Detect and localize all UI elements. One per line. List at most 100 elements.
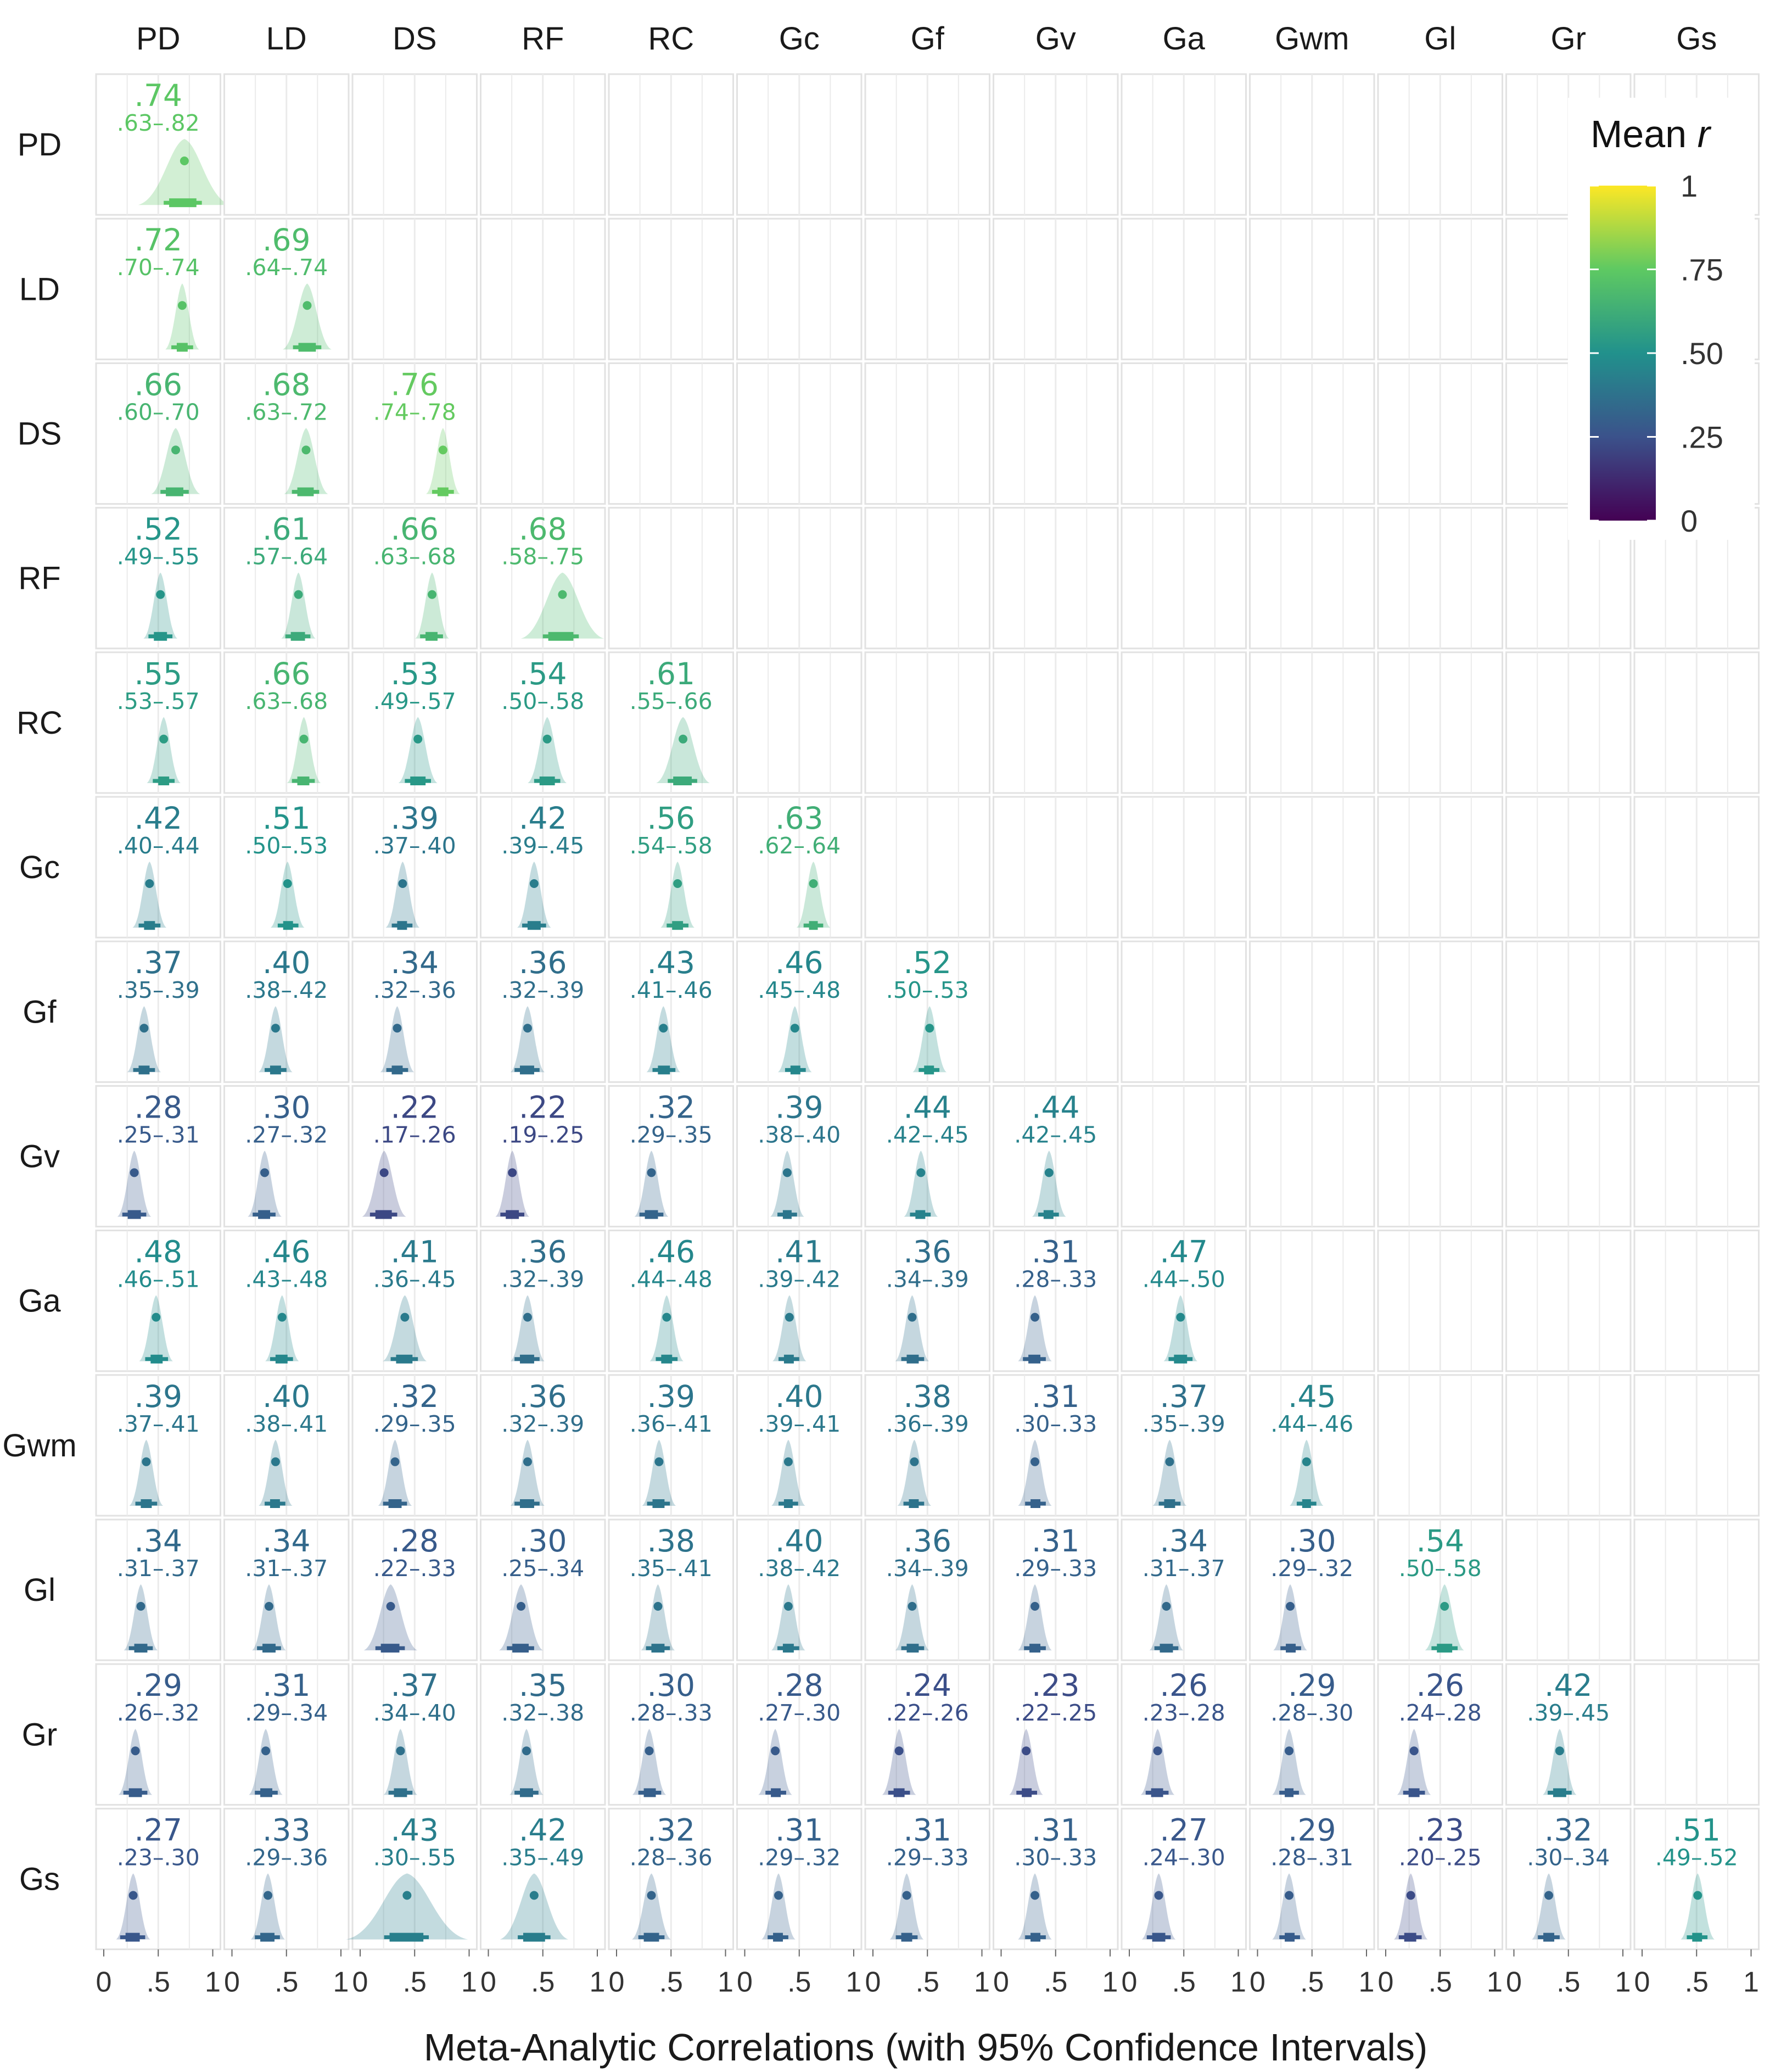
ci-bar xyxy=(909,1499,919,1508)
ci-label: .32–.39 xyxy=(501,1411,584,1437)
mean-r-label: .27 xyxy=(135,1812,182,1847)
ci-label: .63–.68 xyxy=(373,544,456,570)
panel-Gl-RC: .38.35–.41 xyxy=(608,1518,734,1661)
panel-Gs-RC: .32.28–.36 xyxy=(608,1807,734,1951)
ci-bar xyxy=(437,487,449,496)
density-shape xyxy=(116,1873,150,1940)
ci-bar xyxy=(652,1499,665,1508)
row-label: Gr xyxy=(22,1717,57,1752)
panel-PD-DS xyxy=(351,73,478,216)
ci-bar xyxy=(258,1210,271,1219)
ci-bar xyxy=(906,1354,919,1364)
ci-label: .49–.57 xyxy=(373,688,456,714)
panel-Ga-Gwm xyxy=(1249,1230,1375,1372)
mean-r-label: .31 xyxy=(904,1812,951,1847)
ci-label: .63–.82 xyxy=(117,110,200,136)
mean-r-label: .72 xyxy=(135,222,182,258)
panel-LD-Gv xyxy=(993,217,1119,360)
density-shape xyxy=(771,1439,805,1506)
ci-label: .60–.70 xyxy=(117,399,200,425)
mean-point xyxy=(523,1457,532,1466)
column-label: Gc xyxy=(779,21,820,57)
ci-bar xyxy=(166,487,183,496)
column-label: RC xyxy=(648,21,694,57)
row-label: DS xyxy=(18,416,62,452)
panel-Gc-PD: .42.40–.44 xyxy=(95,796,221,939)
density-shape xyxy=(165,283,199,350)
panel-RC-RF: .54.50–.58 xyxy=(480,651,606,794)
column-label: RF xyxy=(522,21,564,57)
panel-Gf-Gl xyxy=(1377,940,1503,1083)
ci-bar xyxy=(270,1499,280,1508)
ci-bar xyxy=(901,1933,912,1942)
mean-r-label: .36 xyxy=(904,1235,951,1270)
ci-label: .50–.53 xyxy=(245,833,328,859)
mean-r-label: .44 xyxy=(904,1090,951,1125)
panel-LD-DS xyxy=(351,217,478,360)
panel-Gs-Gf: .31.29–.33 xyxy=(864,1807,990,1951)
density-shape xyxy=(1425,1584,1464,1651)
panel-RF-Gwm xyxy=(1249,507,1375,650)
x-tick-label: 0 xyxy=(865,1967,881,1998)
density-shape xyxy=(1543,1729,1577,1795)
ci-label: .17–.26 xyxy=(373,1121,456,1148)
density-shape xyxy=(383,1295,427,1361)
mean-point xyxy=(894,1746,904,1756)
panel-RF-RC xyxy=(608,507,734,650)
mean-r-label: .28 xyxy=(135,1090,182,1125)
ci-bar xyxy=(391,1065,403,1075)
x-tick-label: 0 xyxy=(1122,1967,1138,1998)
density-shape xyxy=(634,1151,669,1217)
ci-bar xyxy=(1285,1933,1295,1942)
panel-Gs-Gl: .23.20–.25 xyxy=(1377,1807,1503,1951)
panel-RC-RC: .61.55–.66 xyxy=(608,651,734,794)
ci-label: .54–.58 xyxy=(630,833,713,859)
panel-Ga-Ga: .47.44–.50 xyxy=(1121,1230,1247,1372)
panel-LD-RF xyxy=(480,217,606,360)
mean-point xyxy=(910,1457,919,1466)
ci-label: .27–.30 xyxy=(758,1700,841,1726)
mean-r-label: .44 xyxy=(1032,1090,1079,1125)
panel-Gr-Gs xyxy=(1633,1663,1760,1806)
ci-label: .39–.45 xyxy=(501,833,584,859)
column-labels: PD LD DS RF RC Gc Gf Gv Ga Gwm Gl Gr Gs xyxy=(136,21,1717,57)
density-shape xyxy=(248,1151,282,1217)
ci-label: .64–.74 xyxy=(245,254,328,281)
mean-point xyxy=(1030,1602,1040,1611)
density-shape xyxy=(649,1295,684,1361)
ci-bar xyxy=(1302,1499,1311,1508)
panel-Gl-DS: .28.22–.33 xyxy=(351,1518,478,1661)
x-tick-label: 0 xyxy=(352,1967,368,1998)
mean-r-label: .28 xyxy=(775,1668,823,1703)
panel-Gc-RC: .56.54–.58 xyxy=(608,796,734,939)
mean-r-label: .51 xyxy=(1673,1812,1721,1847)
panel-Gr-Gl: .26.24–.28 xyxy=(1377,1663,1503,1806)
panel-Gc-Gl xyxy=(1377,796,1503,939)
panel-Gr-Gv: .23.22–.25 xyxy=(993,1663,1119,1806)
ci-bar xyxy=(643,1933,659,1942)
mean-r-label: .69 xyxy=(262,222,310,258)
panel-Gr-Ga: .26.23–.28 xyxy=(1121,1663,1247,1806)
ci-label: .34–.39 xyxy=(886,1266,969,1293)
mean-point xyxy=(1153,1746,1162,1756)
mean-point xyxy=(283,879,292,888)
panel-LD-Ga xyxy=(1121,217,1247,360)
mean-r-label: .38 xyxy=(904,1379,951,1414)
mean-point xyxy=(647,1168,656,1177)
ci-label: .30–.33 xyxy=(1014,1411,1097,1437)
ci-bar xyxy=(527,921,541,930)
ci-bar xyxy=(127,1210,141,1219)
mean-r-label: .40 xyxy=(775,1523,823,1559)
ci-bar xyxy=(125,1933,140,1942)
mean-r-label: .52 xyxy=(135,512,182,547)
density-shape xyxy=(1018,1873,1052,1940)
mean-r-label: .26 xyxy=(1416,1668,1464,1703)
mean-point xyxy=(647,1891,656,1900)
ci-label: .53–.57 xyxy=(117,688,200,714)
ci-bar xyxy=(158,777,170,785)
panel-Gv-Gl xyxy=(1377,1085,1503,1228)
ci-label: .38–.42 xyxy=(245,977,328,1003)
mean-r-label: .76 xyxy=(391,367,439,402)
panel-Gs-LD: .33.29–.36 xyxy=(223,1807,350,1951)
mean-point xyxy=(908,1602,917,1611)
